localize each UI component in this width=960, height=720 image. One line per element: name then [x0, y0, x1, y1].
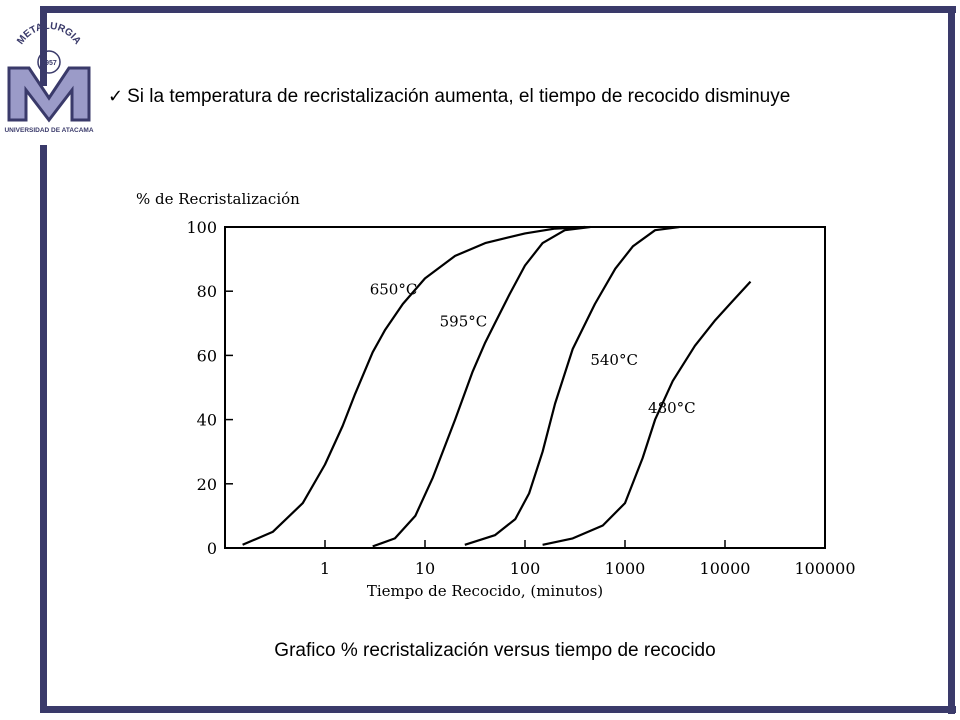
frame-bottom-bar	[40, 706, 956, 713]
x-tick-label: 10000	[700, 559, 751, 578]
x-tick-label: 1	[320, 559, 330, 578]
y-tick-label: 20	[197, 475, 217, 494]
series-label-2: 540°C	[590, 351, 638, 369]
y-axis-label: % de Recristalización	[136, 190, 300, 208]
series-label-3: 480°C	[648, 399, 696, 417]
logo-year: 1957	[41, 60, 57, 67]
logo-bottom-text: UNIVERSIDAD DE ATACAMA	[4, 127, 93, 134]
university-logo: METALURGIA 1957 UNIVERSIDAD DE ATACAMA	[4, 21, 93, 134]
y-tick-label: 100	[186, 218, 217, 237]
check-icon: ✓	[108, 86, 124, 107]
series-label-0: 650°C	[370, 280, 418, 298]
y-tick-label: 80	[197, 282, 217, 301]
series-line-0	[242, 225, 586, 546]
x-axis-label: Tiempo de Recocido, (minutos)	[367, 582, 603, 600]
y-tick-label: 60	[197, 346, 217, 365]
logo-top-text: METALURGIA	[15, 21, 83, 47]
series-line-2	[464, 225, 680, 546]
frame-left-bar-upper	[40, 6, 47, 86]
x-tick-label: 10	[415, 559, 435, 578]
x-tick-label: 100000	[794, 559, 855, 578]
frame-top-bar	[40, 6, 956, 13]
series-label-1: 595°C	[440, 313, 488, 331]
bullet-text: Si la temperatura de recristalización au…	[127, 86, 791, 107]
y-tick-label: 0	[207, 539, 217, 558]
bullet-point: ✓ Si la temperatura de recristalización a…	[108, 78, 908, 116]
recrystallization-chart: 0 20 40 60 80 100 1 10 100 1000 10000 100000 % de Re…	[136, 190, 856, 600]
series-line-1	[372, 225, 591, 548]
series-line-3	[542, 280, 752, 546]
frame-right-bar	[948, 6, 955, 714]
frame-left-bar-lower	[40, 145, 47, 713]
x-tick-label: 1000	[605, 559, 646, 578]
svg-text:METALURGIA: METALURGIA	[15, 21, 83, 47]
chart-caption: Grafico % recristalización versus tiempo…	[274, 640, 716, 661]
y-tick-label: 40	[197, 411, 217, 430]
x-tick-label: 100	[510, 559, 541, 578]
